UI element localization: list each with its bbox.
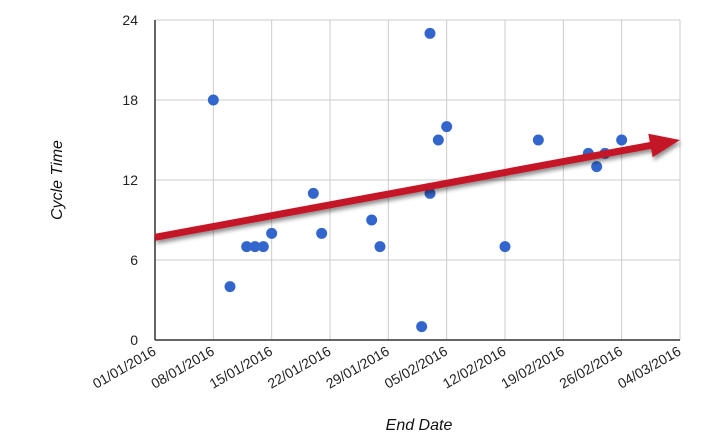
data-point xyxy=(499,241,511,253)
x-tick-label: 01/01/2016 xyxy=(90,343,159,392)
axes xyxy=(154,20,680,341)
data-point xyxy=(249,241,261,253)
data-point xyxy=(591,161,603,173)
y-tick-label: 24 xyxy=(122,12,138,28)
data-point xyxy=(366,214,378,226)
x-tick-label: 15/01/2016 xyxy=(206,343,275,392)
data-point xyxy=(416,321,428,333)
data-point xyxy=(257,241,269,253)
x-tick-label: 22/01/2016 xyxy=(265,343,334,392)
data-point xyxy=(207,94,219,106)
y-tick-label: 6 xyxy=(130,252,138,268)
y-tick-label: 18 xyxy=(122,92,138,108)
grid xyxy=(155,19,681,340)
data-point xyxy=(432,134,444,146)
x-tick-label: 29/01/2016 xyxy=(323,343,392,392)
data-point xyxy=(441,121,453,133)
trend-arrow-shape xyxy=(154,133,680,241)
data-point xyxy=(241,241,253,253)
x-tick-label: 05/02/2016 xyxy=(381,343,450,392)
data-point xyxy=(374,241,386,253)
data-point xyxy=(224,281,236,293)
data-point xyxy=(266,227,278,239)
x-tick-label: 12/02/2016 xyxy=(440,343,509,392)
x-axis-title: End Date xyxy=(386,417,453,434)
x-tick-label: 08/01/2016 xyxy=(148,343,217,392)
y-tick-label: 12 xyxy=(122,172,138,188)
y-axis-ticks: 0 6 12 18 24 xyxy=(122,12,138,348)
data-point xyxy=(424,187,436,199)
data-point xyxy=(307,187,319,199)
x-tick-label: 26/02/2016 xyxy=(556,343,625,392)
data-point xyxy=(616,134,628,146)
data-point xyxy=(424,27,436,39)
y-tick-label: 0 xyxy=(130,332,138,348)
trend-arrow xyxy=(154,133,680,241)
x-axis-ticks: 01/01/201608/01/201615/01/201622/01/2016… xyxy=(90,343,684,392)
data-point xyxy=(532,134,544,146)
x-tick-label: 19/02/2016 xyxy=(498,343,567,392)
x-tick-label: 04/03/2016 xyxy=(615,343,684,392)
y-axis-title: Cycle Time xyxy=(49,140,66,220)
data-point xyxy=(316,227,328,239)
